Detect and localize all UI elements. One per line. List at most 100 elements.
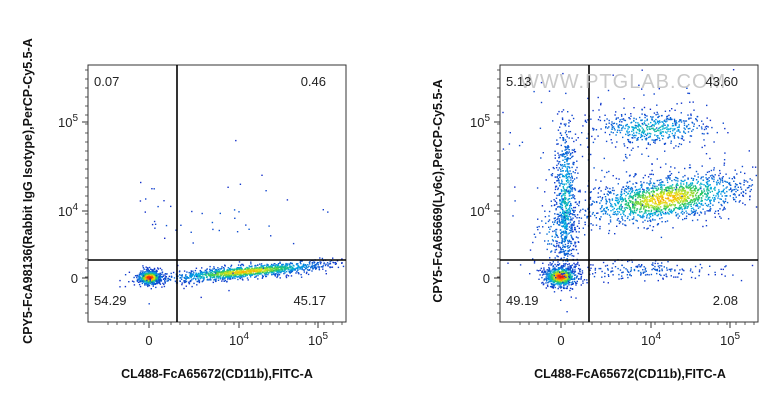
right-event-dot [559, 281, 561, 284]
right-event-dot [676, 196, 679, 199]
right-event-dot [575, 169, 577, 171]
right-event-dot [678, 189, 680, 192]
left-event-dot [215, 271, 217, 273]
right-event-dot [628, 206, 631, 208]
right-event-dot [618, 211, 621, 213]
left-event-dot [284, 272, 286, 274]
right-event-dot [671, 132, 673, 135]
right-event-dot [615, 197, 617, 199]
right-event-dot [546, 274, 548, 277]
right-event-dot [723, 188, 725, 190]
right-event-dot [636, 203, 638, 205]
right-event-dot [709, 184, 711, 186]
left-event-dot [317, 262, 320, 264]
right-event-dot [562, 267, 564, 269]
right-event-dot [680, 207, 682, 210]
right-event-dot [683, 195, 686, 197]
right-event-dot [634, 186, 637, 188]
right-event-dot [558, 252, 560, 254]
right-event-dot [565, 176, 567, 178]
right-event-dot [650, 220, 652, 223]
right-event-dot [705, 181, 708, 183]
right-event-dot [613, 193, 615, 195]
right-event-dot [619, 195, 622, 198]
right-event-dot [550, 279, 552, 282]
right-event-dot [570, 249, 572, 252]
right-event-dot [732, 197, 735, 199]
right-event-dot [548, 264, 550, 266]
left-event-dot [180, 224, 182, 226]
right-event-dot [673, 128, 676, 131]
right-event-dot [696, 203, 698, 206]
left-event-dot [249, 276, 252, 278]
left-event-dot [297, 266, 299, 269]
left-event-dot [181, 282, 183, 284]
right-event-dot [567, 217, 569, 220]
right-event-dot [678, 215, 681, 217]
right-event-dot [557, 218, 559, 220]
right-event-dot [662, 212, 665, 215]
right-event-dot [611, 198, 614, 200]
left-event-dot [298, 265, 300, 268]
right-event-dot [653, 195, 656, 197]
left-event-dot [185, 274, 187, 276]
right-event-dot [566, 210, 568, 212]
right-event-dot [572, 269, 574, 272]
right-event-dot [570, 173, 572, 175]
right-event-dot [568, 211, 570, 213]
right-event-dot [562, 211, 564, 213]
left-event-dot [228, 270, 231, 273]
right-event-dot [549, 279, 551, 281]
right-event-dot [559, 200, 562, 202]
right-event-dot [619, 197, 621, 199]
right-event-dot [579, 211, 581, 213]
right-event-dot [560, 214, 562, 217]
right-event-dot [684, 202, 686, 204]
right-event-dot [653, 205, 656, 208]
left-event-dot [153, 268, 156, 270]
left-event-dot [238, 267, 240, 269]
left-event-dot [191, 210, 193, 213]
right-event-dot [608, 229, 611, 232]
right-event-dot [574, 243, 576, 245]
left-event-dot [291, 270, 294, 272]
right-event-dot [560, 287, 562, 289]
left-event-dot [143, 276, 145, 278]
right-event-dot [661, 194, 664, 197]
right-event-dot [665, 187, 667, 189]
left-event-dot [157, 279, 159, 282]
right-event-dot [672, 130, 674, 132]
right-event-dot [664, 213, 666, 215]
left-event-dot [189, 279, 192, 282]
right-event-dot [645, 192, 647, 194]
right-event-dot [669, 187, 672, 189]
left-event-dot [286, 264, 289, 266]
right-event-dot [681, 210, 684, 213]
right-event-dot [652, 190, 655, 193]
left-event-dot [244, 271, 247, 274]
right-event-dot [556, 139, 558, 141]
right-event-dot [606, 206, 608, 209]
right-event-dot [571, 237, 573, 239]
left-event-dot [220, 271, 223, 273]
right-event-dot [636, 192, 638, 194]
right-event-dot [570, 175, 573, 177]
right-event-dot [707, 180, 709, 183]
right-event-dot [601, 205, 603, 207]
left-event-dot [210, 273, 212, 275]
left-event-dot [195, 272, 197, 275]
right-event-dot [562, 165, 564, 167]
right-event-dot [669, 174, 671, 176]
left-event-dot [191, 273, 193, 275]
right-event-dot [678, 206, 680, 208]
right-event-dot [678, 198, 680, 200]
left-event-dot [143, 275, 146, 277]
right-event-dot [562, 270, 564, 273]
right-event-dot [561, 179, 563, 181]
right-event-dot [569, 216, 572, 218]
right-event-dot [670, 204, 672, 207]
right-event-dot [686, 206, 689, 208]
right-event-dot [640, 125, 642, 128]
right-event-dot [561, 272, 563, 274]
right-event-dot [721, 195, 723, 197]
